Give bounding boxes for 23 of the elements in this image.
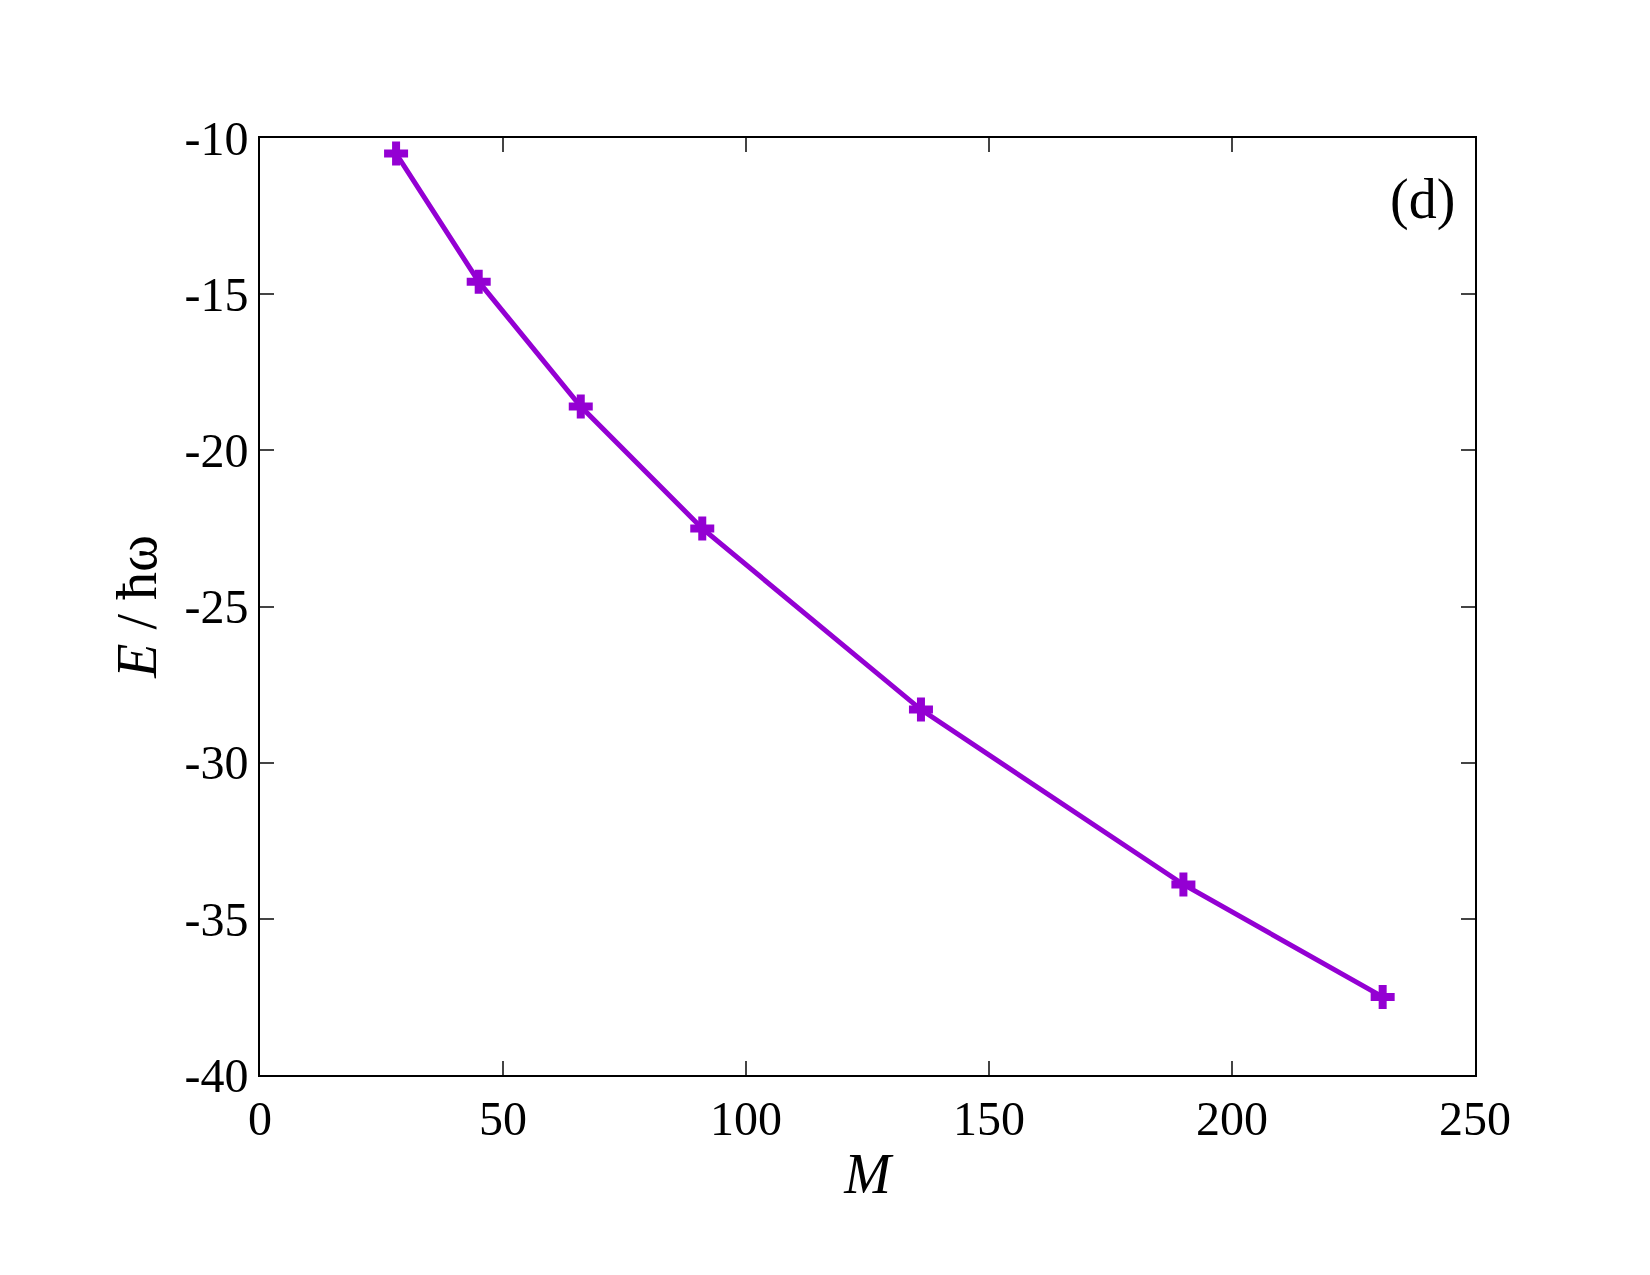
annotation: (d)	[1390, 168, 1456, 231]
y-tick-label: -20	[184, 424, 249, 478]
x-tick-label: 50	[479, 1091, 527, 1145]
x-tick-label: 100	[710, 1091, 782, 1145]
x-tick-label: 250	[1439, 1091, 1511, 1145]
point	[908, 697, 933, 722]
point	[568, 394, 593, 419]
y-tick-label: -35	[184, 892, 249, 946]
y-tick-label: -15	[184, 267, 249, 321]
y-tick-label: -25	[184, 580, 249, 634]
y-axis-title: E / ħω	[105, 535, 168, 679]
point	[384, 141, 409, 166]
y-tick-label: -40	[184, 1048, 249, 1102]
point	[1171, 872, 1196, 897]
x-tick-label: 0	[248, 1091, 272, 1145]
y-tick-label: -30	[184, 736, 249, 790]
point	[1370, 984, 1395, 1009]
y-tick-label: -10	[184, 111, 249, 165]
x-axis-title: M	[843, 1142, 895, 1205]
point	[690, 516, 715, 541]
x-tick-label: 200	[1196, 1091, 1268, 1145]
x-tick-label: 150	[953, 1091, 1025, 1145]
point	[466, 269, 491, 294]
